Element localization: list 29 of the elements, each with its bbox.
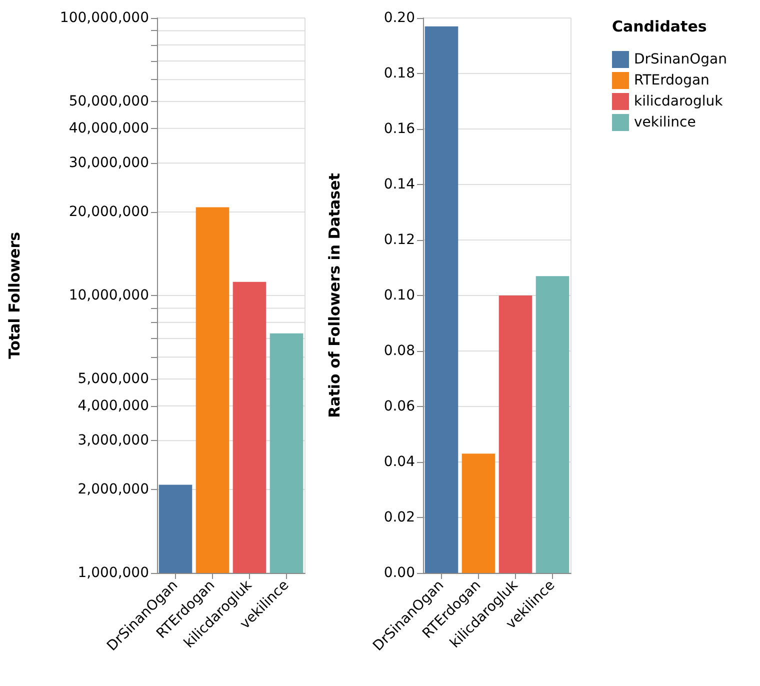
y-tick-label: 3,000,000	[78, 432, 149, 449]
y-tick-label: 0.20	[384, 10, 415, 26]
y-tick-label: 10,000,000	[68, 288, 149, 304]
y-tick-label: 0.10	[384, 288, 415, 304]
y-tick-label: 20,000,000	[68, 204, 149, 220]
y-tick-label: 0.04	[384, 454, 416, 470]
y-tick-label: 5,000,000	[78, 371, 149, 388]
y-axis-title: Ratio of Followers in Dataset	[326, 173, 344, 418]
y-tick-label: 40,000,000	[68, 120, 149, 136]
y-tick-label: 0.08	[384, 343, 415, 359]
y-axis-title: Total Followers	[6, 232, 24, 360]
y-tick-label: 0.02	[384, 510, 415, 526]
y-tick-label: 30,000,000	[68, 155, 149, 172]
y-tick-label: 0.14	[384, 176, 416, 192]
y-tick-label: 1,000,000	[78, 565, 149, 581]
y-tick-label: 0.16	[384, 121, 416, 137]
y-tick-label: 0.18	[384, 66, 415, 82]
legend-label: kilicdarogluk	[634, 94, 724, 110]
legend-label: vekilince	[634, 114, 696, 130]
y-tick-label: 0.00	[384, 565, 415, 581]
y-tick-label: 100,000,000	[60, 10, 149, 26]
y-tick-label: 4,000,000	[78, 398, 149, 414]
legend-label: RTErdogan	[634, 72, 710, 88]
legend-title: Candidates	[612, 18, 707, 36]
y-tick-label: 0.06	[384, 398, 416, 414]
legend-label: DrSinanOgan	[634, 52, 727, 68]
y-tick-label: 0.12	[384, 232, 415, 248]
y-tick-label: 50,000,000	[68, 94, 149, 110]
y-tick-label: 2,000,000	[78, 481, 149, 498]
